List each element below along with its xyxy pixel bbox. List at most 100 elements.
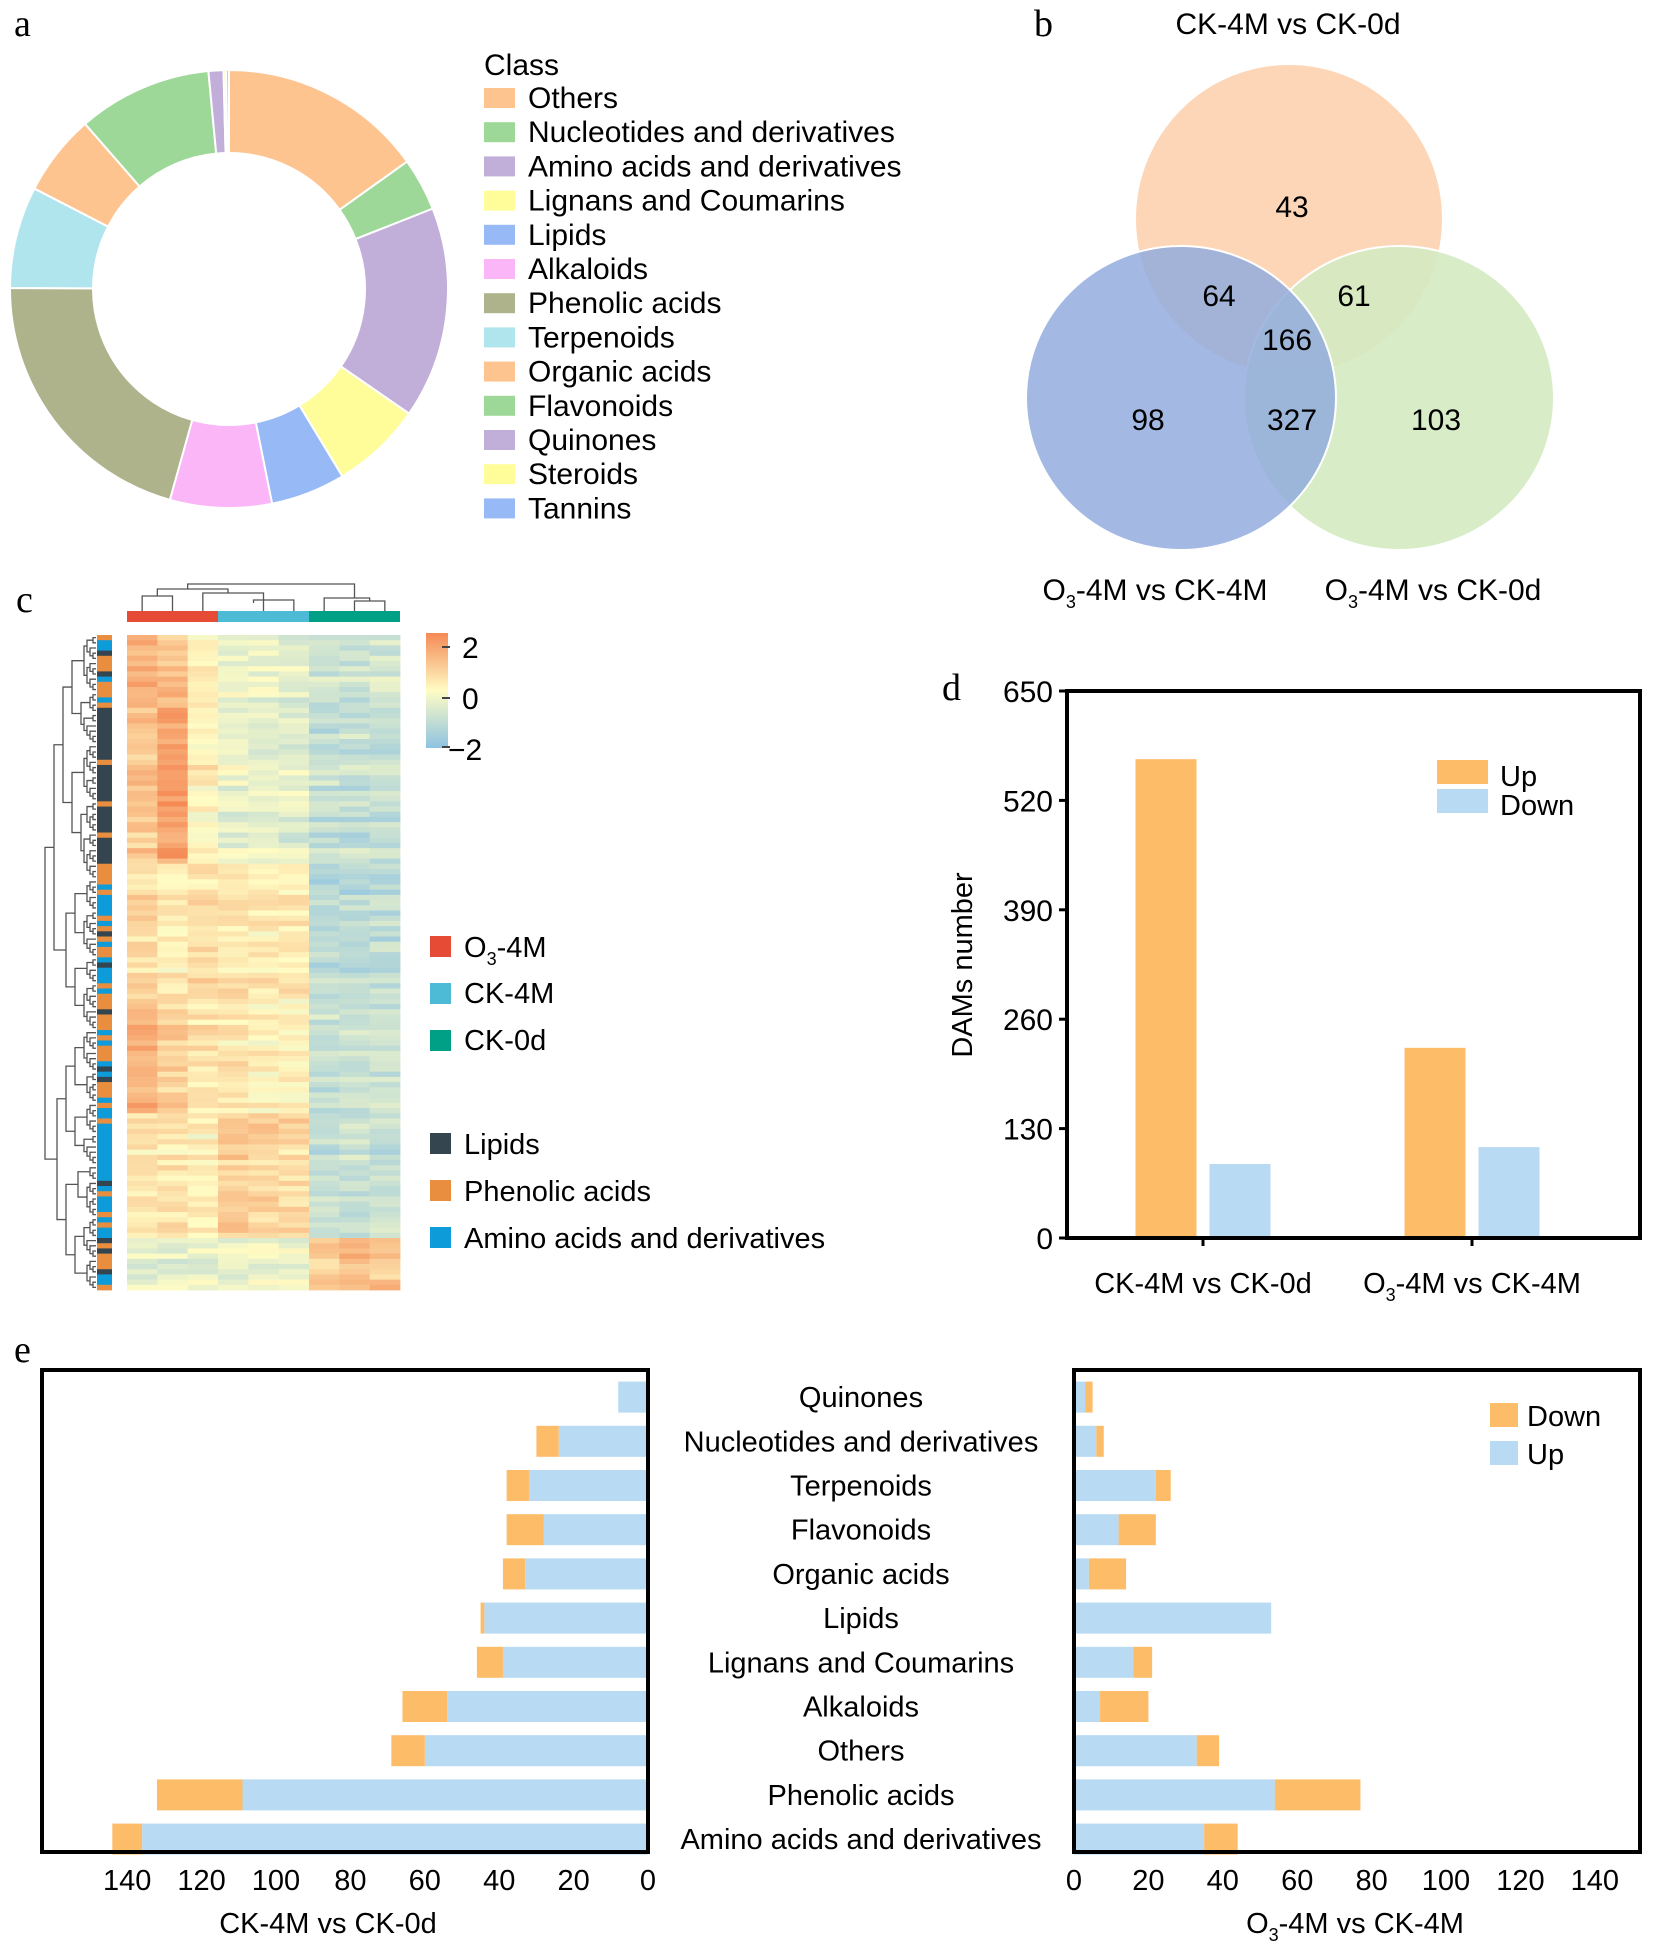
heatmap-cell <box>369 712 401 719</box>
heatmap-cell <box>187 853 219 859</box>
column-group-bar <box>127 611 218 622</box>
heatmap-cell <box>127 967 158 974</box>
heatmap-cell <box>127 957 158 963</box>
venn-region-label: 43 <box>1275 191 1308 224</box>
heatmap-cell <box>248 707 280 714</box>
x-tick-label: 60 <box>409 1865 441 1897</box>
row-class-cell <box>97 827 112 833</box>
heatmap-cell <box>218 1019 249 1026</box>
heatmap-cell <box>309 1238 340 1244</box>
heatmap-cell <box>157 998 189 1005</box>
heatmap-cell <box>248 1232 280 1239</box>
heatmap-cell <box>187 635 219 641</box>
heatmap-cell <box>278 879 310 885</box>
heatmap-cell <box>248 832 280 839</box>
heatmap-cell <box>278 645 310 651</box>
dendrogram-branch <box>92 735 96 743</box>
heatmap-cell <box>157 926 189 932</box>
heatmap-cell <box>218 889 249 896</box>
bar-up <box>1074 1514 1119 1546</box>
heatmap-cell <box>369 915 401 922</box>
heatmap-cell <box>218 1284 249 1291</box>
heatmap-cell <box>369 728 401 735</box>
heatmap-cell <box>248 957 280 963</box>
column-group-annotation <box>127 611 400 622</box>
heatmap-cell <box>369 1040 401 1047</box>
heatmap-cell <box>369 972 401 979</box>
heatmap-cell <box>339 1045 371 1052</box>
dendrogram-branch <box>323 597 371 611</box>
heatmap-cell <box>127 749 158 755</box>
heatmap-cell <box>248 770 280 776</box>
heatmap-cell <box>218 816 249 823</box>
legend-label: Organic acids <box>528 356 711 389</box>
heatmap-cell <box>248 686 280 693</box>
heatmap-cell <box>187 957 219 963</box>
heatmap-cell <box>187 1170 219 1177</box>
heatmap-cell <box>218 1160 249 1166</box>
heatmap-cell <box>369 868 401 875</box>
heatmap-cell <box>157 712 189 719</box>
heatmap-cell <box>157 686 189 693</box>
heatmap-cell <box>248 874 280 880</box>
heatmap-cell <box>309 1154 340 1161</box>
heatmap-cell <box>127 1061 158 1067</box>
heatmap-cell <box>187 1076 219 1083</box>
heatmap-cell <box>248 853 280 859</box>
heatmap-cell <box>369 770 401 776</box>
dendrogram-branch <box>92 855 96 862</box>
heatmap-cell <box>339 1128 371 1135</box>
heatmap-cell <box>309 702 340 709</box>
heatmap-cell <box>309 1113 340 1119</box>
heatmap-cell <box>309 1206 340 1213</box>
row-class-cell <box>97 957 112 963</box>
heatmap-cell <box>218 790 249 797</box>
heatmap-cell <box>369 905 401 911</box>
heatmap-cell <box>127 1035 158 1041</box>
heatmap-cell <box>309 915 340 922</box>
heatmap-cell <box>369 1165 401 1171</box>
heatmap-cell <box>369 1279 401 1286</box>
heatmap-cell <box>248 1045 280 1052</box>
heatmap-cell <box>369 910 401 917</box>
heatmap-cell <box>157 868 189 875</box>
dendrogram-branch <box>62 686 72 804</box>
heatmap-cell <box>369 801 401 807</box>
bar-down <box>391 1735 425 1767</box>
heatmap-cell <box>127 728 158 735</box>
heatmap-cell <box>218 692 249 698</box>
heatmap-cell <box>248 983 280 989</box>
row-class-cell <box>97 832 112 839</box>
x-tick-label: 140 <box>1571 1865 1619 1897</box>
heatmap-cell <box>127 811 158 818</box>
heatmap-cell <box>218 926 249 932</box>
venn-region-label: 103 <box>1411 404 1461 437</box>
heatmap-cell <box>309 692 340 698</box>
dendrogram-branch <box>92 1229 96 1237</box>
row-class-cell <box>97 1061 112 1067</box>
colorbar-tick-label: −2 <box>448 734 482 767</box>
row-class-cell <box>97 1201 112 1208</box>
heatmap-cell <box>369 697 401 703</box>
heatmap-cell <box>309 941 340 948</box>
heatmap-cell <box>248 775 280 781</box>
heatmap-cell <box>187 697 219 703</box>
heatmap-cell <box>369 1186 401 1192</box>
heatmap-cell <box>369 1206 401 1213</box>
bar-up <box>528 1470 648 1501</box>
heatmap-cell <box>187 1024 219 1031</box>
heatmap-cell <box>127 1243 158 1249</box>
bar-up <box>142 1823 648 1855</box>
row-class-cell <box>97 863 112 870</box>
category-label: Alkaloids <box>803 1692 919 1724</box>
heatmap-cell <box>187 1050 219 1057</box>
heatmap-cell <box>278 676 310 683</box>
heatmap-cell <box>127 1118 158 1125</box>
heatmap-cell <box>187 681 219 688</box>
heatmap-cell <box>248 936 280 943</box>
heatmap-cell <box>187 1108 219 1114</box>
x-axis-label-right: O3-4M vs CK-4M <box>1246 1908 1464 1945</box>
heatmap-cell <box>339 1061 371 1067</box>
heatmap-cell <box>278 1201 310 1208</box>
heatmap-cell <box>369 946 401 953</box>
